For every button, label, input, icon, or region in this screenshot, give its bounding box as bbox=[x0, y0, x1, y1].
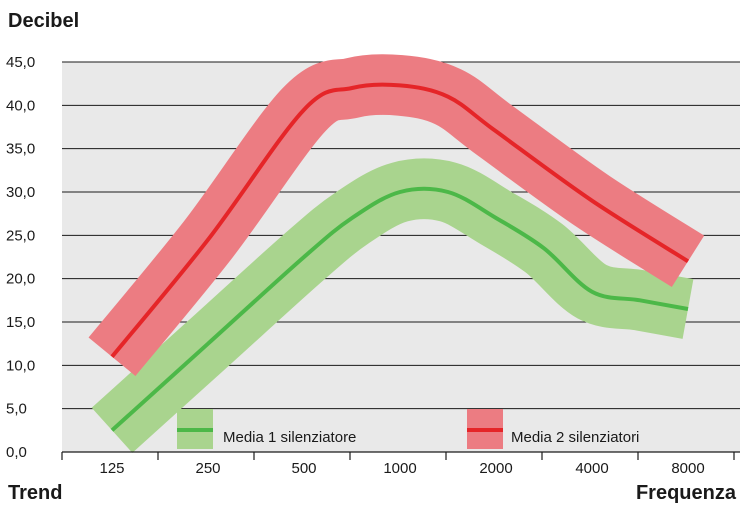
y-tick-label: 15,0 bbox=[6, 314, 35, 331]
legend-label-series-1: Media 1 silenziatore bbox=[223, 429, 356, 446]
legend: Media 1 silenziatore Media 2 silenziator… bbox=[223, 429, 639, 446]
x-ticks bbox=[61, 452, 735, 460]
x-tick-label: 8000 bbox=[671, 460, 704, 477]
x-axis-title: Frequenza bbox=[636, 482, 737, 504]
x-tick-label: 125 bbox=[99, 460, 124, 477]
x-tick-label: 2000 bbox=[479, 460, 512, 477]
y-tick-label: 5,0 bbox=[6, 401, 27, 418]
footer-left-label: Trend bbox=[8, 482, 62, 504]
y-tick-label: 40,0 bbox=[6, 97, 35, 114]
series-lines bbox=[110, 82, 690, 432]
y-tick-label: 25,0 bbox=[6, 227, 35, 244]
y-tick-label: 45,0 bbox=[6, 54, 35, 71]
series-line-2 bbox=[110, 82, 690, 358]
legend-label-series-2: Media 2 silenziatori bbox=[511, 429, 639, 446]
legend-swatch-line-2 bbox=[467, 428, 503, 432]
legend-swatch-line-1 bbox=[177, 428, 213, 432]
plot-area: 0,0 5,0 10,0 15,0 20,0 25,0 30,0 35,0 40,0 45,0 M… bbox=[6, 54, 740, 461]
x-tick-label: 500 bbox=[291, 460, 316, 477]
y-tick-label: 10,0 bbox=[6, 357, 35, 374]
y-tick-label: 20,0 bbox=[6, 271, 35, 288]
y-tick-label: 30,0 bbox=[6, 184, 35, 201]
y-axis-title: Decibel bbox=[8, 10, 79, 32]
x-tick-label: 4000 bbox=[575, 460, 608, 477]
y-tick-label: 0,0 bbox=[6, 444, 27, 461]
y-tick-label: 35,0 bbox=[6, 141, 35, 158]
x-tick-labels: 125 250 500 1000 2000 4000 8000 bbox=[99, 460, 704, 477]
x-axis: 125 250 500 1000 2000 4000 8000 bbox=[61, 451, 740, 477]
series-line-1 bbox=[110, 186, 689, 432]
y-tick-labels: 0,0 5,0 10,0 15,0 20,0 25,0 30,0 35,0 40,0 45,0 bbox=[6, 54, 35, 461]
legend-swatches bbox=[177, 409, 503, 449]
x-tick-label: 1000 bbox=[383, 460, 416, 477]
x-tick-label: 250 bbox=[195, 460, 220, 477]
